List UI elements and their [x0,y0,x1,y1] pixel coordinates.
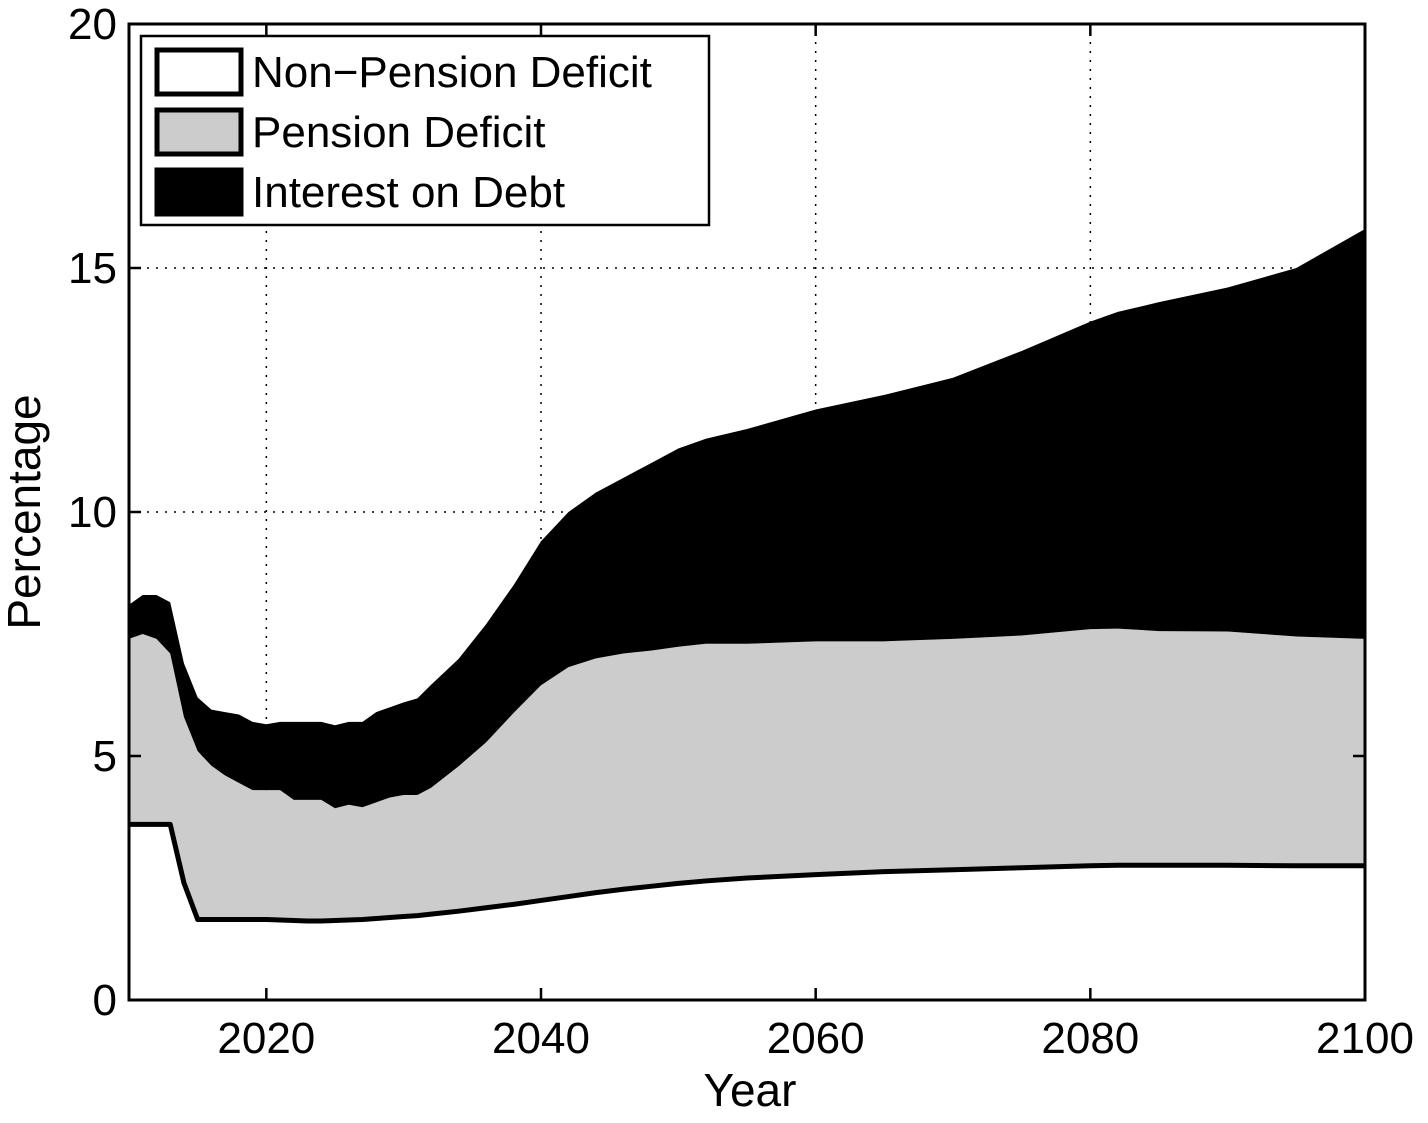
legend-label-interest-on-debt: Interest on Debt [252,168,565,217]
x-tick-label: 2020 [217,1014,315,1063]
y-tick-label: 10 [68,488,117,537]
x-tick-label: 2040 [492,1014,590,1063]
tick-layer: 2020 2040 2060 2080 2100 0 5 10 15 20 [68,0,1414,1063]
area-interest-on-debt [129,228,1365,809]
area-pension-deficit [129,628,1365,921]
y-tick-label: 0 [93,976,117,1025]
legend-swatch-non-pension-deficit [154,47,244,97]
x-tick-label: 2080 [1041,1014,1139,1063]
y-tick-label: 20 [68,0,117,49]
area-layer [129,228,1365,1000]
legend: Non−Pension Deficit Pension Deficit Intere… [139,34,711,227]
non-pension-boundary-line [129,821,1365,924]
legend-swatch-interest-on-debt [154,167,244,217]
x-tick-label: 2100 [1316,1014,1414,1063]
y-tick-label: 5 [93,732,117,781]
legend-swatch-pension-deficit [154,107,244,157]
legend-label-pension-deficit: Pension Deficit [252,108,545,157]
legend-label-non-pension-deficit: Non−Pension Deficit [252,48,652,97]
y-tick-label: 15 [68,244,117,293]
legend-entries: Non−Pension Deficit Pension Deficit Intere… [154,47,652,217]
x-tick-label: 2060 [767,1014,865,1063]
x-axis-label: Year [704,1064,797,1116]
y-axis-label: Percentage [0,394,50,629]
